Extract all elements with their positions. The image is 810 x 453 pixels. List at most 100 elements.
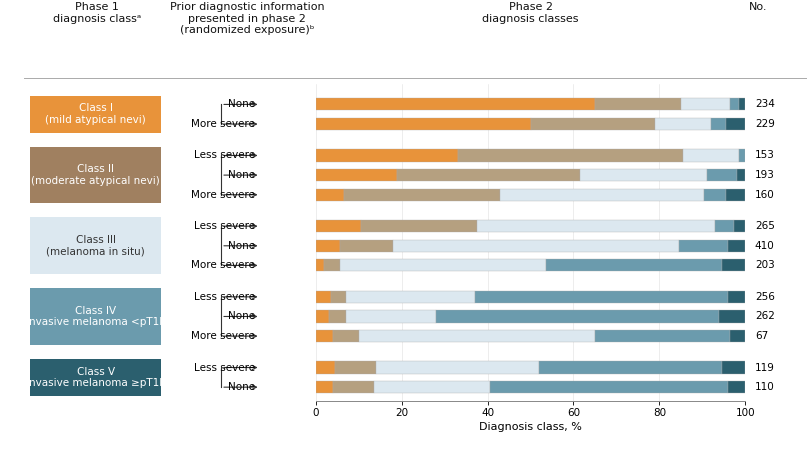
- Text: 193: 193: [755, 170, 775, 180]
- Bar: [475, 291, 728, 303]
- Bar: [711, 118, 726, 130]
- Text: No.: No.: [749, 2, 768, 12]
- Bar: [722, 260, 745, 271]
- Bar: [680, 98, 730, 111]
- Bar: [316, 310, 329, 323]
- FancyBboxPatch shape: [30, 288, 161, 345]
- FancyBboxPatch shape: [30, 359, 161, 396]
- Bar: [361, 220, 477, 232]
- Bar: [339, 240, 393, 252]
- Bar: [739, 98, 745, 111]
- Bar: [726, 189, 745, 201]
- Text: 256: 256: [755, 292, 775, 302]
- Text: 234: 234: [755, 99, 775, 110]
- Text: Phase 2
diagnosis classes: Phase 2 diagnosis classes: [482, 2, 579, 24]
- Text: 229: 229: [755, 119, 775, 129]
- Bar: [595, 330, 730, 342]
- Bar: [436, 310, 719, 323]
- Bar: [730, 98, 739, 111]
- Bar: [316, 98, 595, 111]
- Bar: [329, 310, 346, 323]
- Bar: [730, 330, 745, 342]
- Text: Class I
(mild atypical nevi): Class I (mild atypical nevi): [45, 103, 146, 125]
- FancyBboxPatch shape: [30, 217, 161, 274]
- Bar: [705, 189, 726, 201]
- FancyBboxPatch shape: [30, 96, 161, 133]
- Bar: [722, 361, 745, 374]
- Text: 160: 160: [755, 190, 774, 200]
- Text: None: None: [228, 312, 254, 322]
- FancyBboxPatch shape: [30, 147, 161, 203]
- Bar: [739, 149, 745, 162]
- Bar: [316, 149, 458, 162]
- Bar: [331, 291, 346, 303]
- Bar: [374, 381, 490, 393]
- Bar: [316, 189, 343, 201]
- Text: Prior diagnostic information
presented in phase 2
(randomized exposure)ᵇ: Prior diagnostic information presented i…: [170, 2, 324, 35]
- Bar: [683, 149, 739, 162]
- Bar: [333, 381, 374, 393]
- Bar: [735, 220, 745, 232]
- Bar: [343, 189, 501, 201]
- Text: More severe: More severe: [191, 119, 254, 129]
- Text: Less severe: Less severe: [194, 292, 254, 302]
- Text: Class IV
(invasive melanoma <pT1b): Class IV (invasive melanoma <pT1b): [22, 306, 169, 327]
- Bar: [346, 310, 436, 323]
- Bar: [726, 118, 745, 130]
- Bar: [316, 381, 333, 393]
- Bar: [316, 118, 531, 130]
- Bar: [706, 169, 736, 181]
- Text: Less severe: Less severe: [194, 221, 254, 231]
- Bar: [679, 240, 728, 252]
- Text: 262: 262: [755, 312, 775, 322]
- Bar: [333, 330, 359, 342]
- X-axis label: Diagnosis class, %: Diagnosis class, %: [479, 422, 582, 432]
- Text: 119: 119: [755, 362, 775, 372]
- Bar: [316, 361, 335, 374]
- Text: More severe: More severe: [191, 260, 254, 270]
- Bar: [719, 310, 745, 323]
- Text: Less severe: Less severe: [194, 362, 254, 372]
- Bar: [490, 381, 728, 393]
- Text: 153: 153: [755, 150, 775, 160]
- Text: None: None: [228, 382, 254, 392]
- Bar: [316, 260, 325, 271]
- Bar: [316, 291, 331, 303]
- Bar: [728, 381, 745, 393]
- Bar: [539, 361, 722, 374]
- Bar: [325, 260, 339, 271]
- Text: 110: 110: [755, 382, 774, 392]
- Text: 67: 67: [755, 331, 768, 341]
- Bar: [335, 361, 376, 374]
- Bar: [316, 330, 333, 342]
- Text: 265: 265: [755, 221, 775, 231]
- Bar: [339, 260, 546, 271]
- Bar: [316, 240, 339, 252]
- Bar: [346, 291, 475, 303]
- Text: More severe: More severe: [191, 331, 254, 341]
- Bar: [546, 260, 722, 271]
- Text: Less severe: Less severe: [194, 150, 254, 160]
- Bar: [595, 98, 680, 111]
- Bar: [655, 118, 711, 130]
- Bar: [736, 169, 745, 181]
- Bar: [477, 220, 715, 232]
- Text: None: None: [228, 170, 254, 180]
- Bar: [715, 220, 735, 232]
- Text: 203: 203: [755, 260, 774, 270]
- Bar: [393, 240, 679, 252]
- Bar: [458, 149, 683, 162]
- Text: None: None: [228, 99, 254, 110]
- Bar: [316, 169, 398, 181]
- Bar: [501, 189, 705, 201]
- Bar: [531, 118, 655, 130]
- Text: None: None: [228, 241, 254, 251]
- Text: Class III
(melanoma in situ): Class III (melanoma in situ): [46, 235, 145, 256]
- Text: More severe: More severe: [191, 190, 254, 200]
- Bar: [359, 330, 595, 342]
- Bar: [728, 240, 745, 252]
- Text: Phase 1
diagnosis classᵃ: Phase 1 diagnosis classᵃ: [53, 2, 141, 24]
- Bar: [728, 291, 745, 303]
- Text: Class V
(invasive melanoma ≥pT1b): Class V (invasive melanoma ≥pT1b): [22, 366, 169, 388]
- Bar: [376, 361, 539, 374]
